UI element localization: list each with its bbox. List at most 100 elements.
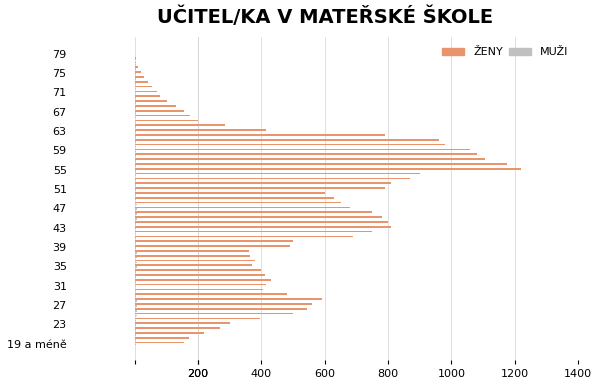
Bar: [135, 305, 137, 307]
Bar: [135, 276, 137, 278]
Bar: [135, 262, 137, 263]
Bar: [135, 57, 136, 59]
Bar: [135, 139, 438, 141]
Bar: [135, 68, 137, 70]
Bar: [135, 141, 137, 142]
Bar: [135, 194, 137, 196]
Bar: [135, 136, 137, 138]
Bar: [135, 308, 307, 310]
Bar: [135, 271, 137, 273]
Bar: [135, 322, 230, 324]
Bar: [135, 73, 137, 75]
Bar: [135, 269, 262, 271]
Bar: [135, 231, 372, 232]
Bar: [135, 151, 137, 152]
Bar: [135, 153, 477, 155]
Bar: [135, 86, 152, 88]
Bar: [135, 117, 137, 119]
Bar: [135, 182, 391, 184]
Bar: [135, 286, 137, 288]
Bar: [135, 124, 225, 126]
Bar: [135, 327, 220, 329]
Bar: [135, 134, 385, 136]
Bar: [135, 95, 160, 97]
Bar: [135, 223, 137, 225]
Bar: [135, 93, 137, 94]
Bar: [135, 237, 137, 239]
Bar: [135, 144, 445, 146]
Bar: [135, 202, 341, 203]
Bar: [135, 107, 137, 109]
Bar: [135, 240, 293, 242]
Bar: [135, 313, 293, 315]
Bar: [135, 62, 137, 63]
Bar: [135, 71, 141, 73]
Bar: [135, 100, 167, 102]
Bar: [135, 337, 189, 339]
Bar: [135, 233, 137, 234]
Bar: [135, 208, 137, 210]
Bar: [135, 342, 184, 344]
Bar: [135, 129, 266, 131]
Bar: [135, 122, 137, 123]
Bar: [135, 184, 137, 186]
Bar: [135, 291, 137, 292]
Bar: [135, 178, 410, 179]
Bar: [135, 110, 184, 112]
Bar: [135, 102, 137, 104]
Bar: [135, 179, 137, 181]
Bar: [135, 66, 138, 68]
Bar: [135, 64, 137, 65]
Bar: [135, 168, 521, 169]
Bar: [135, 91, 157, 92]
Bar: [135, 97, 137, 99]
Bar: [135, 279, 271, 281]
Bar: [135, 189, 137, 191]
Bar: [135, 59, 137, 61]
Bar: [135, 274, 265, 276]
Bar: [135, 247, 137, 249]
Bar: [135, 216, 382, 218]
Bar: [135, 146, 137, 147]
Bar: [135, 295, 137, 297]
Bar: [135, 155, 137, 157]
Bar: [135, 105, 176, 107]
Bar: [135, 284, 266, 286]
Bar: [135, 245, 290, 247]
Bar: [135, 303, 312, 305]
Bar: [135, 126, 137, 128]
Bar: [135, 81, 147, 83]
Bar: [135, 300, 137, 302]
Bar: [135, 298, 322, 300]
Bar: [135, 115, 190, 117]
Bar: [135, 83, 137, 85]
Bar: [135, 78, 137, 80]
Bar: [135, 163, 507, 165]
Bar: [135, 207, 350, 208]
Bar: [135, 310, 137, 312]
Bar: [135, 174, 137, 176]
Bar: [135, 112, 137, 113]
Bar: [135, 332, 204, 334]
Bar: [135, 197, 334, 198]
Bar: [135, 160, 137, 162]
Bar: [135, 173, 420, 174]
Bar: [135, 293, 287, 295]
Bar: [135, 320, 137, 321]
Bar: [135, 324, 137, 326]
Bar: [135, 255, 250, 257]
Bar: [135, 212, 372, 213]
Bar: [135, 158, 485, 160]
Bar: [135, 281, 137, 283]
Bar: [135, 228, 137, 229]
Bar: [135, 289, 263, 290]
Bar: [135, 318, 260, 319]
Bar: [135, 226, 391, 227]
Bar: [135, 131, 137, 133]
Bar: [135, 165, 137, 167]
Bar: [135, 199, 137, 200]
Title: UČITEL/KA V MATEŘSKÉ ŠKOLE: UČITEL/KA V MATEŘSKÉ ŠKOLE: [157, 7, 493, 27]
Bar: [135, 260, 255, 261]
Bar: [135, 334, 137, 336]
Bar: [135, 266, 137, 268]
